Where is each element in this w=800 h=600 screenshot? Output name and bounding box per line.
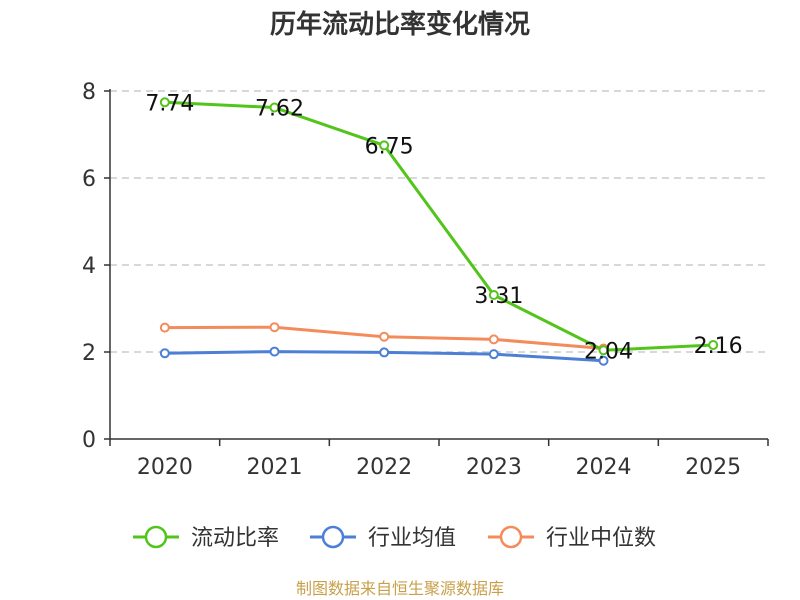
data-point-2-1[interactable] [269, 322, 280, 333]
legend-item-0[interactable]: 流动比率 [133, 525, 279, 551]
legend-marker-icon [499, 525, 523, 549]
legend-label: 行业中位数 [546, 526, 656, 551]
data-point-0-2[interactable] [379, 140, 390, 151]
data-point-1-1[interactable] [269, 346, 280, 357]
legend-item-1[interactable]: 行业均值 [310, 525, 456, 551]
series-lines [159, 97, 719, 366]
legend-label: 行业均值 [368, 526, 456, 551]
data-label: 2.16 [694, 334, 743, 359]
y-tick-label: 0 [82, 428, 96, 453]
data-label: 7.74 [145, 91, 194, 116]
data-point-1-2[interactable] [379, 347, 390, 358]
data-point-2-2[interactable] [379, 331, 390, 342]
data-point-0-0[interactable] [159, 97, 170, 108]
legend-marker-icon [321, 525, 345, 549]
data-point-2-0[interactable] [159, 322, 170, 333]
x-tick-label: 2025 [685, 455, 741, 480]
data-label: 2.04 [584, 339, 633, 364]
series-line-0 [164, 100, 714, 352]
y-tick-label: 4 [82, 254, 96, 279]
legend-label: 流动比率 [191, 526, 279, 551]
data-point-1-3[interactable] [488, 349, 499, 360]
x-tick-label: 2024 [576, 455, 632, 480]
data-label: 6.75 [365, 134, 414, 159]
legend-item-2[interactable]: 行业中位数 [488, 525, 656, 551]
data-point-1-4[interactable] [598, 355, 609, 366]
y-tick-label: 2 [82, 341, 96, 366]
axes: 0 2 4 6 8 2020 2021 2022 2023 2024 2025 [82, 80, 769, 480]
x-tick-label: 2023 [466, 455, 522, 480]
legend-marker-icon [144, 525, 168, 549]
data-point-1-0[interactable] [159, 348, 170, 359]
legend[interactable]: 流动比率 行业均值 行业中位数 [133, 525, 656, 551]
data-point-0-4[interactable] [598, 345, 609, 356]
source-note: 制图数据来自恒生聚源数据库 [296, 579, 504, 598]
y-tick-label: 8 [82, 80, 96, 105]
data-point-0-1[interactable] [269, 102, 280, 113]
data-label: 3.31 [474, 284, 523, 309]
data-point-0-3[interactable] [488, 290, 499, 301]
data-point-0-5[interactable] [708, 340, 719, 351]
chart-title: 历年流动比率变化情况 [270, 9, 530, 40]
data-point-2-3[interactable] [488, 334, 499, 345]
y-tick-label: 6 [82, 167, 96, 192]
x-tick-label: 2021 [247, 455, 303, 480]
x-tick-label: 2020 [137, 455, 193, 480]
data-label: 7.62 [255, 97, 304, 122]
x-tick-label: 2022 [356, 455, 412, 480]
data-labels: 7.74 7.62 6.75 3.31 2.04 2.16 [145, 91, 742, 364]
